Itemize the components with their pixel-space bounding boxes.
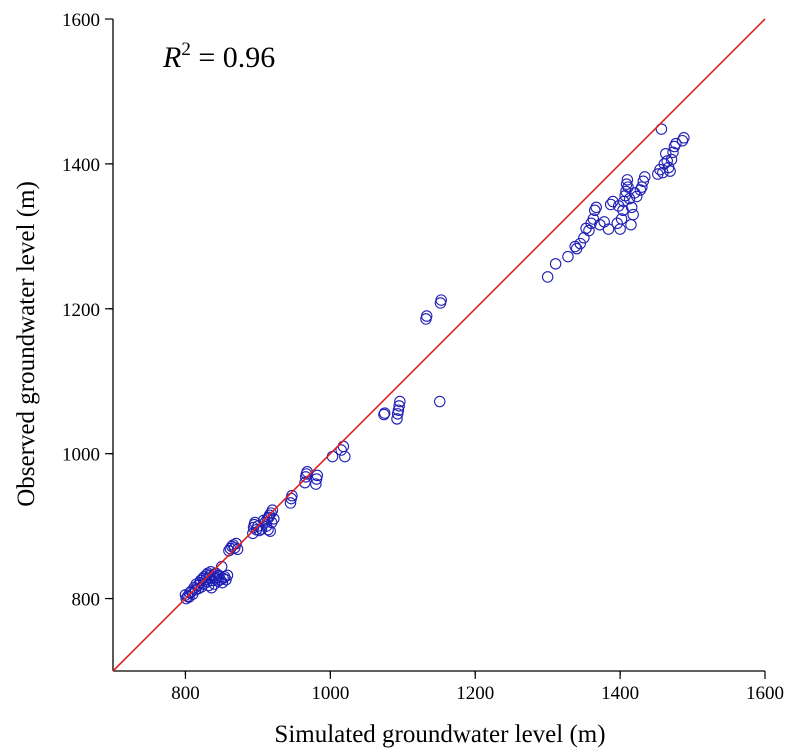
data-point (394, 395, 406, 408)
data-point (621, 174, 634, 186)
data-point (655, 123, 668, 135)
data-point (602, 223, 615, 235)
data-point (631, 190, 643, 203)
x-axis-ticks: 800 1000 1200 1400 1600 (171, 671, 784, 704)
data-point (337, 440, 350, 453)
data-point (665, 153, 678, 166)
data-point (587, 213, 600, 225)
x-tick-label: 1400 (601, 683, 639, 704)
data-point (194, 574, 207, 587)
data-point (221, 569, 234, 582)
r2-value: = 0.96 (191, 41, 275, 74)
data-point (590, 201, 602, 214)
data-point (549, 258, 562, 270)
x-tick-label: 800 (171, 683, 200, 704)
data-point (310, 473, 323, 485)
data-point (578, 232, 590, 244)
data-point (393, 400, 405, 412)
r2-symbol: R (162, 41, 181, 74)
data-point (326, 450, 339, 463)
data-point (286, 489, 298, 502)
data-point (268, 513, 280, 525)
data-point (622, 181, 634, 193)
y-tick-label: 1000 (62, 445, 100, 466)
data-point (299, 476, 311, 489)
data-point (262, 523, 274, 536)
data-point (284, 497, 297, 509)
data-point (617, 204, 629, 217)
y-tick-label: 1600 (62, 10, 100, 31)
data-point (541, 271, 554, 283)
data-point (391, 408, 404, 420)
data-point (615, 213, 628, 225)
data-point (638, 171, 651, 183)
data-point (574, 237, 587, 250)
data-point (266, 504, 279, 516)
data-point (583, 224, 595, 237)
data-point (183, 591, 195, 603)
data-point (378, 407, 391, 419)
data-point (310, 478, 322, 490)
data-point (391, 413, 403, 425)
x-tick-label: 1200 (456, 683, 494, 704)
data-point (339, 450, 351, 463)
data-point (264, 525, 276, 537)
y-axis-ticks: 800 1000 1200 1400 1600 (62, 10, 113, 611)
x-tick-label: 1000 (311, 683, 349, 704)
data-point (678, 132, 690, 144)
reference-line-1-to-1 (112, 18, 766, 672)
data-point (627, 208, 639, 221)
data-point (625, 218, 637, 231)
r2-exponent: 2 (181, 39, 191, 60)
y-axis-title: Observed groundwater level (m) (13, 181, 40, 507)
data-point (392, 404, 405, 416)
data-point (420, 310, 433, 322)
data-point (670, 137, 682, 150)
y-tick-label: 1400 (62, 155, 100, 176)
data-point (667, 146, 679, 159)
data-point (614, 223, 626, 235)
data-point (311, 469, 324, 482)
x-tick-label: 1600 (746, 683, 784, 704)
data-point (435, 294, 447, 306)
data-points (179, 123, 690, 605)
data-point (433, 395, 446, 408)
plot-area: 800 1000 1200 1400 1600 800 1000 1200 1400 1600 (62, 10, 784, 704)
x-axis-title: Simulated groundwater level (m) (274, 721, 605, 748)
data-point (660, 147, 672, 160)
r-squared-annotation: R2 = 0.96 (162, 39, 275, 74)
data-point (562, 250, 574, 263)
data-point (604, 198, 617, 211)
data-point (625, 201, 638, 214)
data-point (231, 543, 244, 556)
y-tick-label: 1200 (62, 300, 100, 321)
data-point (611, 217, 623, 230)
y-tick-label: 800 (72, 590, 101, 611)
data-point (664, 165, 676, 177)
